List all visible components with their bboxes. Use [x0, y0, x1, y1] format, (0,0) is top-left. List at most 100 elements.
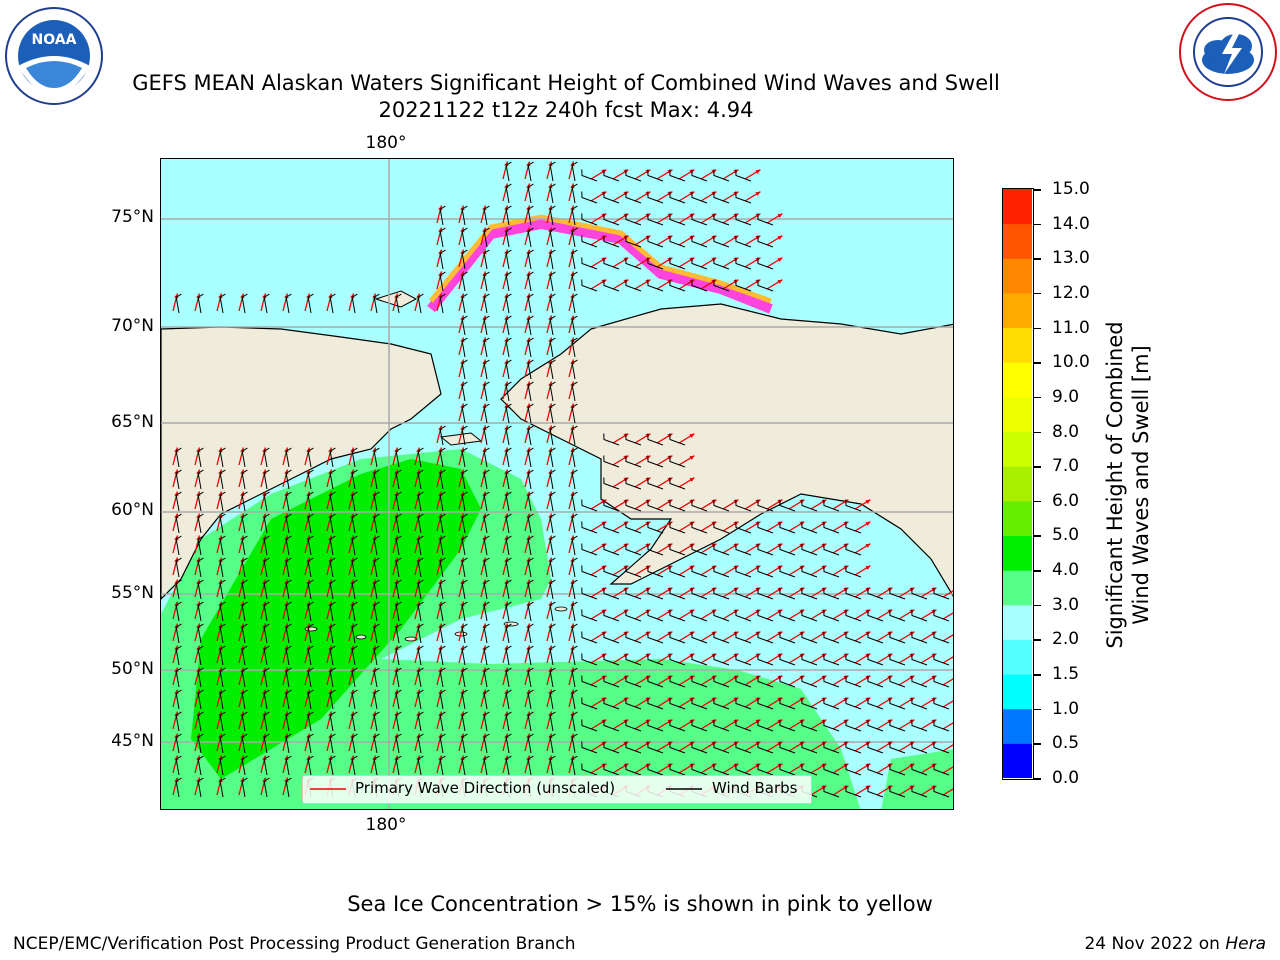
wind-barb [603, 191, 620, 204]
wind-barb [197, 557, 204, 578]
wind-barb [307, 667, 314, 688]
wind-barb [845, 675, 862, 688]
wind-barb [549, 491, 556, 512]
colorbar-tick-mark [1034, 327, 1041, 330]
wind-barb [417, 689, 424, 710]
wind-barb [417, 601, 424, 622]
wind-barb [823, 675, 840, 688]
wind-barb [581, 565, 598, 578]
wind-barb [669, 763, 686, 776]
wind-barb [625, 191, 642, 204]
wind-barb [625, 609, 642, 622]
wind-barb [713, 279, 730, 292]
wind-barb [197, 645, 204, 666]
wind-barb [241, 469, 248, 490]
wind-barb [625, 521, 642, 534]
wave-arrow-head [570, 491, 575, 497]
wind-barb [779, 719, 796, 732]
wave-arrow-head [218, 623, 223, 629]
wind-barb [307, 623, 314, 644]
sea-ice-edge [427, 218, 773, 314]
map-legend: Primary Wave Direction (unscaled) Wind B… [302, 775, 812, 804]
wind-barb [373, 645, 380, 666]
wave-arrow-head [328, 447, 333, 453]
wind-barb [219, 711, 226, 732]
wave-arrow-head [284, 755, 289, 761]
wind-barb [461, 557, 468, 578]
wind-barb [713, 543, 730, 556]
wind-barb [351, 689, 358, 710]
wave-arrow-head [284, 557, 289, 563]
wind-barb [571, 733, 578, 754]
wave-arrow-head [865, 521, 871, 526]
colorbar-swatch [1003, 431, 1032, 467]
wind-barb [219, 293, 226, 314]
wind-barb [461, 711, 468, 732]
colorbar-tick-label: 1.5 [1052, 664, 1080, 685]
wind-barb [889, 631, 906, 644]
wind-barb [373, 293, 380, 314]
wind-barb [647, 191, 664, 204]
wind-barb [461, 623, 468, 644]
wind-barb [801, 763, 818, 776]
wind-barb [505, 271, 512, 292]
colorbar-tick-mark [1034, 743, 1041, 745]
wind-barb [933, 587, 950, 600]
wave-arrow-head [482, 469, 487, 475]
wind-barb [175, 711, 182, 732]
wind-barb [647, 543, 664, 556]
wind-barb [263, 557, 270, 578]
wave-arrow-head [438, 535, 443, 541]
wave-arrow-head [262, 491, 267, 497]
wave-arrow-head [416, 689, 421, 695]
map-panel [160, 158, 954, 810]
wave-arrow-head [548, 249, 553, 255]
wave-arrow-head [394, 447, 399, 453]
wind-barb [581, 213, 598, 226]
wave-arrow-head [328, 535, 333, 541]
wind-barb [625, 433, 642, 446]
wave-arrow-head [482, 271, 487, 277]
wind-barb [505, 161, 512, 182]
wave-arrow-head [262, 535, 267, 541]
colorbar-tick-label: 14.0 [1052, 213, 1090, 234]
wave-arrow-head [504, 249, 509, 255]
wave-arrow-head [196, 689, 201, 695]
wave-arrow-head [482, 315, 487, 321]
wind-barb [691, 587, 708, 600]
wind-barb [625, 697, 642, 710]
wave-arrow-head [262, 469, 267, 475]
wind-barb [647, 235, 664, 248]
wind-barb [417, 447, 424, 468]
wind-barb [219, 623, 226, 644]
wave-arrow-head [240, 557, 245, 563]
wind-barb [197, 601, 204, 622]
wave-arrow-head [526, 689, 531, 695]
wind-barb [889, 609, 906, 622]
wind-barb [241, 667, 248, 688]
wave-arrow-head [526, 513, 531, 519]
wave-arrow-head [328, 667, 333, 673]
wind-barb [713, 741, 730, 754]
wind-barb [933, 741, 950, 754]
nws-logo-icon [1178, 2, 1278, 102]
wave-arrow-head [284, 447, 289, 453]
wave-arrow-head [240, 601, 245, 607]
wave-arrow-head [284, 293, 289, 299]
wind-barb [603, 455, 620, 468]
colorbar-tick-label: 15.0 [1052, 179, 1090, 199]
wave-arrow-head [460, 205, 465, 211]
wind-barb [713, 653, 730, 666]
wave-arrow-head [416, 601, 421, 607]
wind-barb [549, 469, 556, 490]
wave-arrow-head [372, 645, 377, 651]
wind-barb [285, 711, 292, 732]
wind-barb [647, 719, 664, 732]
wind-barb [713, 169, 730, 182]
wind-barb [867, 785, 884, 798]
wind-barb [483, 755, 490, 776]
lat-label-45: 45°N [111, 731, 154, 751]
wave-arrow-head [460, 227, 465, 233]
wave-arrow-head [460, 315, 465, 321]
wave-arrow-head [284, 601, 289, 607]
